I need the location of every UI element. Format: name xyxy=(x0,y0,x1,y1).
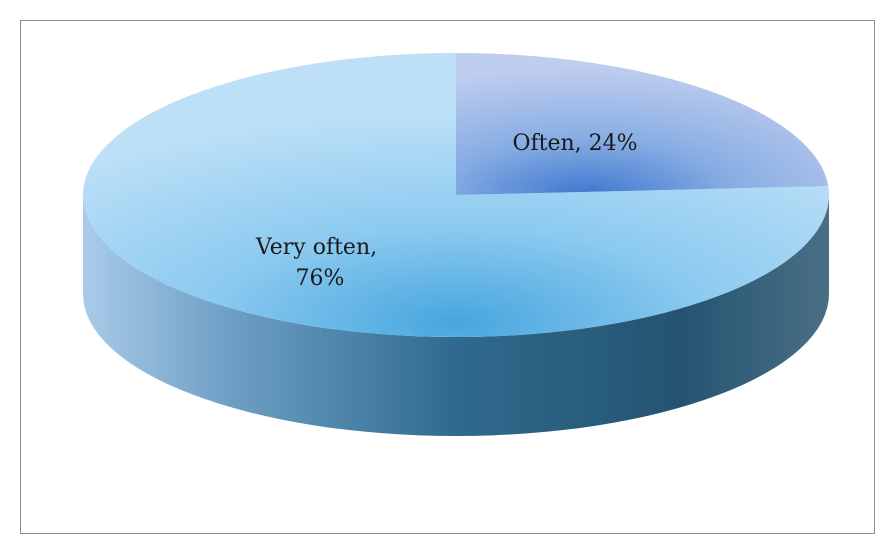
pie-side-wall xyxy=(83,195,829,436)
data-label-very-often-value: 76% xyxy=(296,266,345,291)
data-label-very-often-category: Very often xyxy=(255,235,370,260)
data-label-very-often: Very often, 76% xyxy=(255,235,384,291)
data-label-often: Often, 24% xyxy=(512,131,637,156)
pie-slice-often[interactable] xyxy=(456,53,829,195)
pie-slice-very-often[interactable] xyxy=(83,53,829,337)
data-label-often-category: Often xyxy=(512,131,574,156)
data-label-often-value: 24% xyxy=(589,131,638,156)
